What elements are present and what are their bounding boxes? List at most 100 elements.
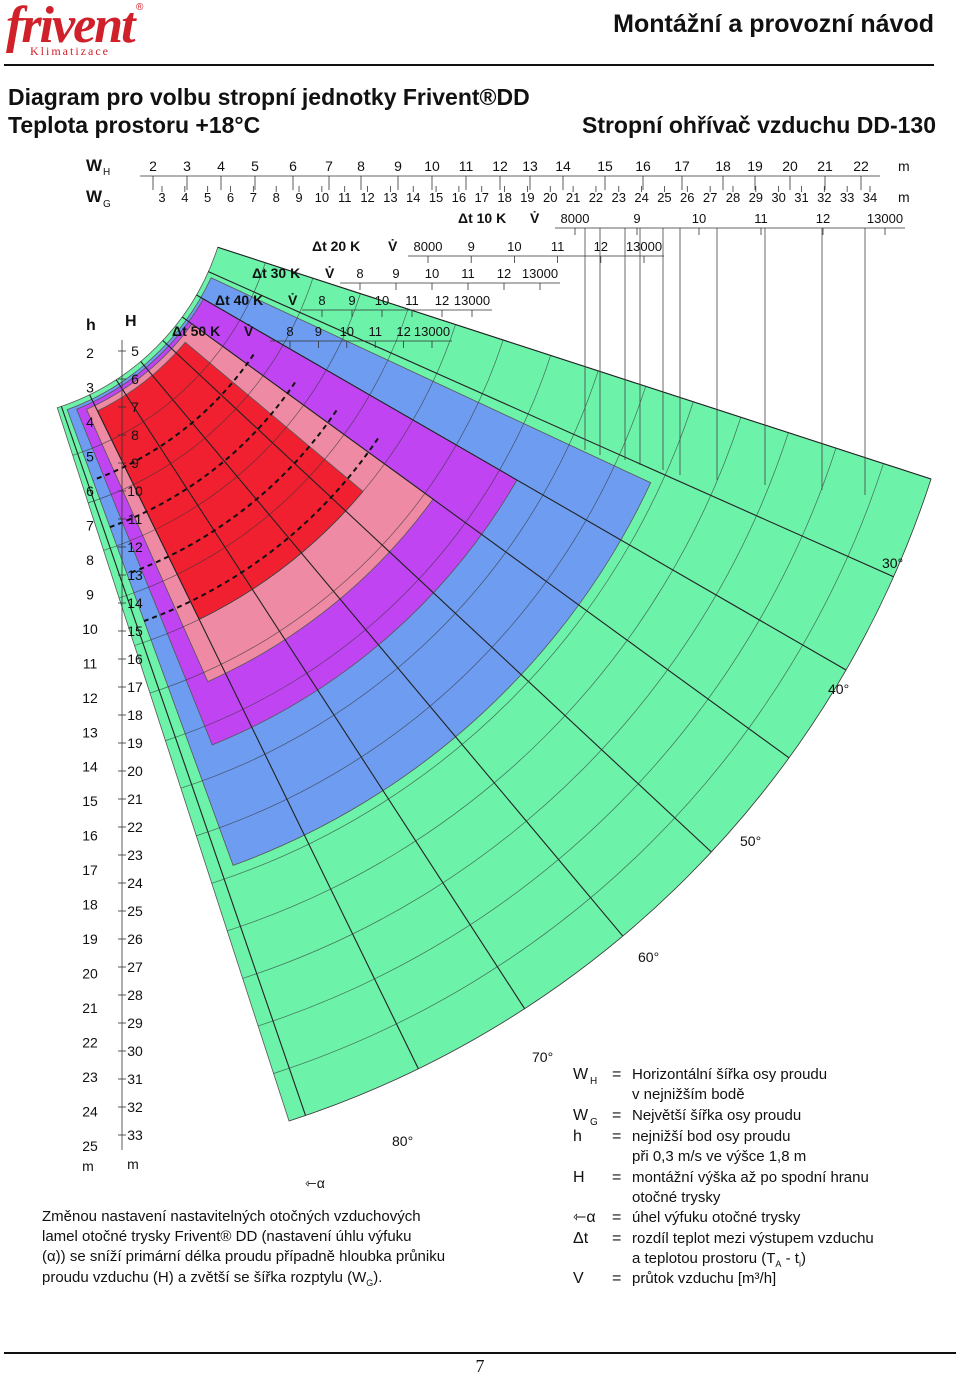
flow-scale-v: V̇	[244, 323, 254, 339]
wg-tick: 10	[315, 190, 329, 205]
wg-tick: 13	[383, 190, 397, 205]
legend-symbol: H	[573, 1169, 585, 1186]
H-tick: 12	[127, 539, 143, 555]
wg-tick: 21	[566, 190, 580, 205]
throw-grid: 30° 40° 50° 60° 70° 80° ⇽α	[60, 246, 932, 1191]
grid-arc	[72, 262, 266, 456]
flow-scale-tick: 10	[425, 266, 439, 281]
note-line: (α)) se sníží primární délka proudu příp…	[42, 1248, 445, 1265]
wh-tick: 20	[782, 158, 798, 174]
wg-tick: 6	[227, 190, 234, 205]
H-tick: 27	[127, 959, 143, 975]
h-tick: 14	[82, 759, 98, 775]
flow-scale-dt: Δt 20 K	[312, 238, 360, 254]
radial-line	[217, 246, 932, 480]
h-tick: 7	[86, 517, 94, 533]
wg-label: W	[86, 187, 103, 206]
H-tick: 30	[127, 1043, 143, 1059]
wh-tick: 18	[715, 158, 731, 174]
H-tick: 21	[127, 791, 143, 807]
H-tick: 19	[127, 735, 143, 751]
H-tick: 32	[127, 1099, 143, 1115]
flow-scale-tick: 8	[286, 324, 293, 339]
wg-tick: 20	[543, 190, 557, 205]
radial-line	[181, 316, 790, 759]
legend-text: Horizontální šířka osy proudu	[632, 1066, 827, 1083]
legend-sub-a: A	[775, 1259, 781, 1269]
h-tick: 16	[82, 828, 98, 844]
flow-scale-tick: 12	[435, 293, 449, 308]
h-tick: 10	[82, 621, 98, 637]
wg-tick: 33	[840, 190, 854, 205]
h-tick: 23	[82, 1069, 98, 1085]
flow-scale-tick: 8	[318, 293, 325, 308]
alpha-label: ⇽α	[305, 1175, 325, 1191]
H-tick: 29	[127, 1015, 143, 1031]
wh-tick: 4	[217, 158, 225, 174]
flow-scale-v: V̇	[325, 265, 335, 281]
wh-tick: 8	[357, 158, 365, 174]
flow-scale-tick: 11	[405, 293, 419, 308]
legend-equals: =	[612, 1107, 621, 1124]
flow-scale-tick: 12	[497, 266, 511, 281]
flow-scale-tick: 11	[754, 211, 768, 226]
h-tick: 3	[86, 379, 94, 395]
H-tick: 10	[127, 483, 143, 499]
h-tick: 6	[86, 483, 94, 499]
wg-tick: 3	[158, 190, 165, 205]
wh-tick: 19	[747, 158, 763, 174]
wg-tick: 19	[520, 190, 534, 205]
legend-text: montážní výška až po spodní hranu	[632, 1169, 869, 1186]
wg-tick: 18	[497, 190, 511, 205]
h-tick: 17	[82, 862, 98, 878]
grid-arc	[134, 324, 456, 646]
H-tick: 20	[127, 763, 143, 779]
flow-scale-v: V̇	[530, 210, 540, 226]
note-end: ).	[373, 1269, 382, 1286]
legend-equals: =	[612, 1128, 621, 1145]
flow-scale-tick: 8000	[561, 211, 590, 226]
H-tick: 31	[127, 1071, 143, 1087]
H-tick: 24	[127, 875, 143, 891]
flow-scale-tick: 11	[551, 239, 565, 254]
radial-line	[196, 294, 847, 671]
h-tick: 12	[82, 690, 98, 706]
radial-line	[140, 361, 624, 937]
wh-tick: 2	[149, 158, 157, 174]
H-label: H	[125, 313, 137, 330]
wg-tick: 34	[863, 190, 877, 205]
grid-arc	[118, 308, 409, 599]
legend-symbol-sub: H	[590, 1076, 597, 1087]
radial-line	[115, 379, 526, 1009]
wh-sub: H	[103, 167, 110, 178]
flow-scale-dt: Δt 50 K	[172, 323, 220, 339]
wg-tick: 12	[360, 190, 374, 205]
flow-scale-tick: 8000	[414, 239, 443, 254]
legend-sub-i: i	[799, 1259, 801, 1269]
angle-label: 80°	[392, 1133, 413, 1149]
H-unit: m	[127, 1156, 139, 1172]
wg-tick: 30	[771, 190, 785, 205]
h-tick: 8	[86, 552, 94, 568]
legend-text: nejnižší bod osy proudu	[632, 1128, 790, 1145]
legend-symbol: h	[573, 1128, 582, 1145]
brand-subtitle: Klimatizace	[30, 44, 110, 58]
wg-tick: 9	[295, 190, 302, 205]
note-line: proudu vzduchu (H) a zvětší se šířka roz…	[42, 1269, 382, 1288]
H-tick: 5	[131, 343, 139, 359]
wg-tick: 8	[273, 190, 280, 205]
flow-scale-tick: 8	[356, 266, 363, 281]
grid-arc	[227, 417, 742, 932]
legend-text-cont: při 0,3 m/s ve výšce 1,8 m	[632, 1148, 806, 1165]
h-tick: 11	[83, 655, 98, 671]
flow-scale-tick: 9	[633, 211, 640, 226]
legend-symbol: Δt	[573, 1230, 589, 1247]
brand-logo: frivent	[6, 0, 136, 54]
h-label: h	[86, 317, 96, 334]
note-sub: G	[366, 1278, 373, 1288]
H-tick: 26	[127, 931, 143, 947]
wg-tick: 23	[612, 190, 626, 205]
wg-tick: 25	[657, 190, 671, 205]
flow-scale-tick: 10	[340, 324, 354, 339]
